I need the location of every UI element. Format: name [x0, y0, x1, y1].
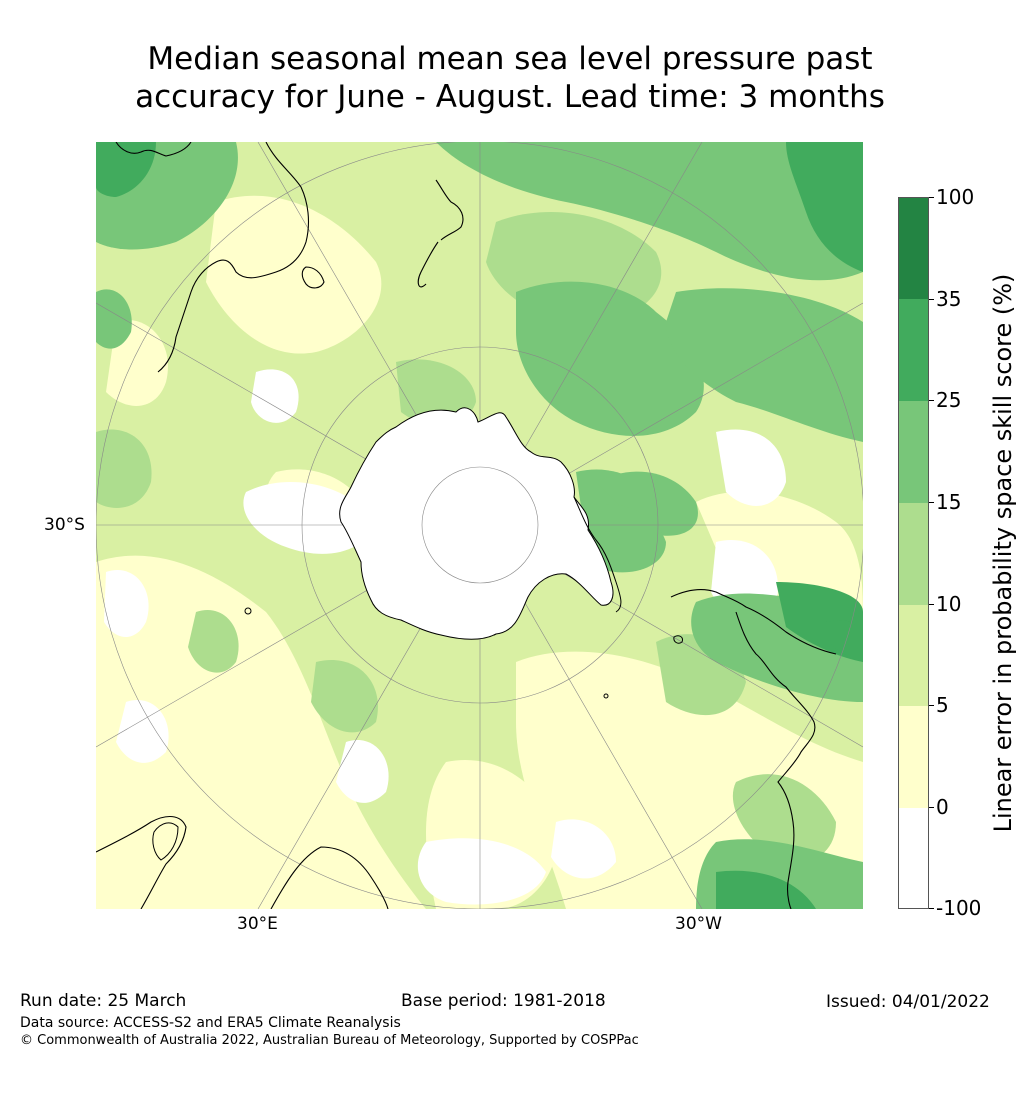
lat-label-30s: 30°S: [44, 515, 85, 535]
falkland-islands: [673, 635, 683, 644]
lon-label-30w: 30°W: [675, 914, 722, 934]
island-kerguelen: [244, 607, 252, 615]
colorbar-tickmark: [929, 807, 934, 808]
new-zealand-coast: [417, 179, 464, 288]
colorbar-bin-25-35: [899, 299, 928, 401]
colorbar-tick-label: 5: [936, 693, 949, 717]
skill-field-negative: [104, 369, 786, 905]
colorbar-title: Linear error in probability space skill …: [989, 273, 1017, 833]
colorbar-tickmark: [929, 604, 934, 605]
title-line-2: accuracy for June - August. Lead time: 3…: [135, 79, 885, 115]
copyright-notice: © Commonwealth of Australia 2022, Austra…: [20, 1033, 639, 1048]
colorbar-tick-label: 100: [936, 185, 975, 209]
colorbar-tickmark: [929, 197, 934, 198]
colorbar-bin-15-25: [899, 401, 928, 503]
colorbar-tick-label: 25: [936, 388, 962, 412]
colorbar-bin-10-15: [899, 503, 928, 605]
run-date: Run date: 25 March: [20, 991, 187, 1011]
colorbar-bin-5-10: [899, 605, 928, 706]
colorbar-tickmark: [929, 299, 934, 300]
madagascar-coast: [152, 822, 179, 861]
colorbar-tickmark: [929, 400, 934, 401]
colorbar-bin-35-100: [899, 198, 928, 299]
base-period: Base period: 1981-2018: [401, 991, 606, 1011]
colorbar-tick-label: 10: [936, 592, 962, 616]
lon-label-30e: 30°E: [237, 914, 278, 934]
colorbar-tick-label: 0: [936, 795, 949, 819]
chart-title: Median seasonal mean sea level pressure …: [0, 40, 1020, 116]
colorbar-tickmark: [929, 502, 934, 503]
skill-field-25-35: [96, 142, 863, 909]
tasmania-coast: [301, 266, 325, 289]
colorbar-bin-negative: [899, 808, 928, 908]
south-america-coast: [670, 588, 837, 909]
colorbar-tickmark: [929, 705, 934, 706]
pole-white-disc: [421, 466, 539, 584]
island-south-georgia: [603, 693, 609, 699]
colorbar: [898, 197, 929, 909]
polar-map: [96, 142, 863, 909]
colorbar-tick-label: -100: [936, 896, 982, 920]
title-line-1: Median seasonal mean sea level pressure …: [147, 41, 873, 77]
colorbar-tick-label: 15: [936, 490, 962, 514]
antarctic-peninsula: [573, 496, 622, 613]
colorbar-tick-label: 35: [936, 287, 962, 311]
australia-coast: [115, 142, 310, 373]
colorbar-tickmark: [929, 908, 934, 909]
issued-date: Issued: 04/01/2022: [826, 992, 990, 1012]
colorbar-bin-0-5: [899, 706, 928, 808]
data-source: Data source: ACCESS-S2 and ERA5 Climate …: [20, 1015, 401, 1031]
africa-coast: [96, 816, 389, 909]
